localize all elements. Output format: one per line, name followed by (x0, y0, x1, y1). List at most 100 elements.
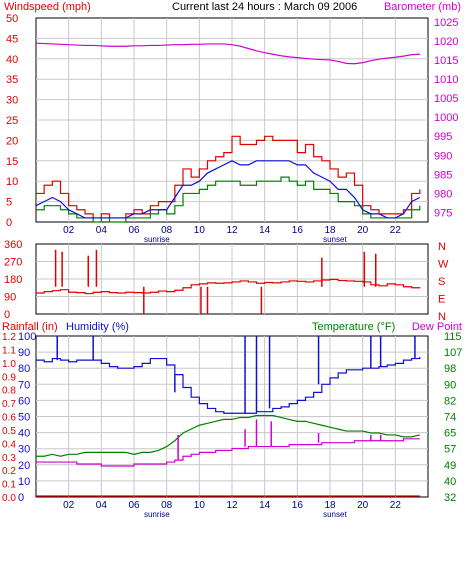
rain-tick-label: 0.0 (2, 493, 16, 504)
sunset-label: sunset (323, 235, 347, 244)
chart-title: Current last 24 hours : March 09 2006 (172, 1, 357, 13)
x-tick-label: 04 (96, 225, 108, 236)
temperature-tick-label: 98 (444, 363, 456, 375)
rainfall-axis-label: Rainfall (in) (2, 321, 58, 333)
temperature-axis-label: Temperature (°F) (312, 321, 395, 333)
direction-tick-label: 90 (4, 292, 16, 304)
rain-tick-label: 0.5 (2, 426, 16, 437)
x-tick-label: 12 (226, 500, 238, 511)
wind-tick-label: 20 (6, 135, 18, 147)
wind-direction-line (36, 278, 421, 295)
x-tick-label: 10 (194, 225, 206, 236)
barometer-tick-label: 975 (434, 207, 452, 219)
humidity-tick-label: 0 (18, 492, 24, 504)
barometer-line (35, 42, 420, 65)
compass-label: E (438, 294, 445, 306)
barometer-tick-label: 1005 (434, 93, 458, 105)
rain-tick-label: 0.1 (2, 480, 16, 491)
sunrise-label: sunrise (144, 235, 170, 244)
x-tick-label: 16 (292, 225, 304, 236)
barometer-tick-label: 980 (434, 188, 452, 200)
temperature-tick-label: 74 (444, 412, 456, 424)
wind-tick-label: 35 (6, 74, 18, 86)
humidity-tick-label: 60 (18, 395, 30, 407)
sunrise-label: sunrise (144, 510, 170, 519)
compass-label: S (438, 276, 445, 288)
wind-tick-label: 45 (6, 33, 18, 45)
dewpoint-axis-label: Dew Point (412, 321, 462, 333)
compass-label: W (438, 259, 449, 271)
temperature-tick-label: 32 (444, 492, 456, 504)
x-tick-label: 06 (128, 225, 140, 236)
wind-tick-label: 25 (6, 115, 18, 127)
humidity-tick-label: 90 (18, 347, 30, 359)
x-tick-label: 02 (63, 225, 75, 236)
humidity-line (36, 356, 421, 414)
rain-tick-label: 0.6 (2, 413, 16, 424)
humidity-axis-label: Humidity (%) (66, 321, 129, 333)
sunset-label: sunset (323, 510, 347, 519)
humidity-tick-label: 20 (18, 460, 30, 472)
x-tick-label: 20 (357, 500, 369, 511)
temperature-tick-label: 65 (444, 428, 456, 440)
wind-avg-line (35, 160, 421, 219)
wind-tick-label: 10 (6, 176, 18, 188)
humidity-tick-label: 50 (18, 412, 30, 424)
x-tick-label: 14 (259, 225, 271, 236)
temperature-line (36, 414, 420, 457)
rain-tick-label: 0.8 (2, 386, 16, 397)
x-tick-label: 22 (390, 225, 402, 236)
barometer-tick-label: 985 (434, 169, 452, 181)
rain-tick-label: 0.9 (2, 372, 16, 383)
barometer-tick-label: 1010 (434, 74, 458, 86)
compass-label: N (438, 241, 446, 253)
x-tick-label: 06 (128, 500, 140, 511)
wind-tick-label: 50 (6, 13, 18, 25)
x-tick-label: 18 (324, 500, 336, 511)
wind-low-line (36, 176, 421, 223)
rain-tick-label: 0.4 (2, 439, 16, 450)
temperature-tick-label: 49 (444, 460, 456, 472)
barometer-tick-label: 1025 (434, 17, 458, 29)
x-tick-label: 14 (259, 500, 271, 511)
barometer-tick-label: 990 (434, 150, 452, 162)
x-tick-label: 20 (357, 225, 369, 236)
wind-tick-label: 15 (6, 156, 18, 168)
wind-tick-label: 5 (6, 197, 12, 209)
x-tick-label: 18 (324, 225, 336, 236)
wind-axis-label: Windspeed (mph) (4, 1, 91, 13)
humidity-tick-label: 10 (18, 476, 30, 488)
x-tick-label: 08 (161, 225, 173, 236)
temperature-tick-label: 82 (444, 395, 456, 407)
x-tick-label: 10 (194, 500, 206, 511)
x-tick-label: 16 (292, 500, 304, 511)
humidity-tick-label: 80 (18, 363, 30, 375)
dewpoint-line (36, 438, 420, 467)
humidity-tick-label: 40 (18, 428, 30, 440)
temperature-tick-label: 57 (444, 444, 456, 456)
direction-tick-label: 180 (4, 274, 22, 286)
rain-tick-label: 0.2 (2, 466, 16, 477)
wind-tick-label: 0 (6, 217, 12, 229)
temperature-tick-label: 115 (444, 331, 462, 343)
x-tick-label: 02 (63, 500, 75, 511)
x-tick-label: 12 (226, 225, 238, 236)
temperature-tick-label: 40 (444, 476, 456, 488)
x-tick-label: 22 (390, 500, 402, 511)
barometer-tick-label: 995 (434, 131, 452, 143)
x-tick-label: 08 (161, 500, 173, 511)
direction-tick-label: 0 (4, 309, 10, 321)
rain-tick-label: 1.1 (2, 345, 16, 356)
temperature-tick-label: 90 (444, 379, 456, 391)
temperature-tick-label: 107 (444, 347, 462, 359)
humidity-tick-label: 70 (18, 379, 30, 391)
barometer-tick-label: 1000 (434, 112, 458, 124)
rain-tick-label: 0.7 (2, 399, 16, 410)
barometer-tick-label: 1015 (434, 55, 458, 67)
rain-tick-label: 1.0 (2, 359, 16, 370)
humidity-tick-label: 100 (18, 331, 36, 343)
direction-tick-label: 270 (4, 257, 22, 269)
barometer-tick-label: 1020 (434, 36, 458, 48)
